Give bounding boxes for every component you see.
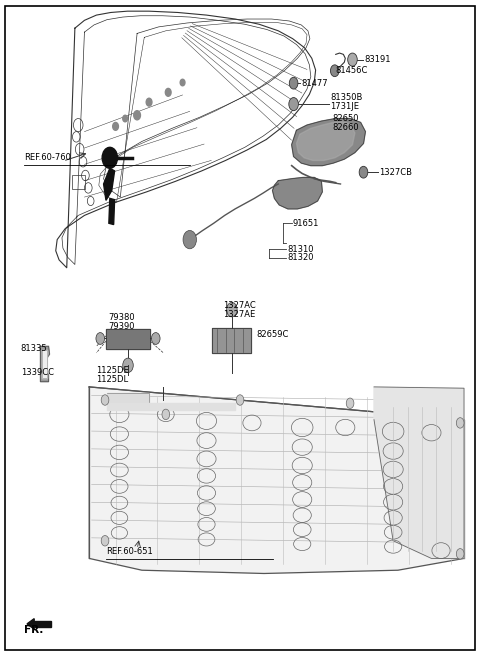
Circle shape [289,98,299,111]
Polygon shape [374,387,464,558]
Text: 1327CB: 1327CB [379,168,412,176]
Circle shape [102,148,118,169]
Text: 81477: 81477 [301,79,328,88]
Text: REF.60-651: REF.60-651 [106,547,153,556]
Text: 91651: 91651 [293,218,319,228]
Circle shape [101,535,109,546]
Circle shape [289,77,298,89]
Polygon shape [34,621,51,626]
Text: 1125DL: 1125DL [96,375,129,384]
Circle shape [456,418,464,428]
Circle shape [123,358,133,373]
Text: 1125DE: 1125DE [96,366,129,375]
Text: 79380: 79380 [108,313,135,322]
Text: 79390: 79390 [108,321,135,331]
Text: 82660: 82660 [332,123,359,133]
Text: 81456C: 81456C [336,66,368,75]
Text: 82659C: 82659C [257,330,289,339]
Circle shape [359,167,368,178]
Polygon shape [106,329,150,349]
Polygon shape [107,403,235,410]
Text: 83191: 83191 [364,55,391,64]
Circle shape [165,89,171,96]
Text: 1731JE: 1731JE [330,102,359,112]
Text: 82650: 82650 [332,114,359,123]
Text: FR.: FR. [24,625,43,636]
Circle shape [183,230,196,249]
Polygon shape [292,119,365,166]
Circle shape [180,79,185,86]
Polygon shape [42,350,47,378]
Circle shape [146,98,152,106]
Circle shape [123,115,128,122]
Polygon shape [212,328,252,353]
Circle shape [152,333,160,344]
Text: 81310: 81310 [287,245,313,254]
Circle shape [236,395,244,405]
Text: 1327AC: 1327AC [223,301,256,310]
Circle shape [456,548,464,559]
Polygon shape [297,122,355,161]
Polygon shape [273,177,323,209]
Circle shape [162,409,169,420]
Circle shape [101,395,109,405]
Text: 81335: 81335 [21,344,48,354]
Polygon shape [109,198,115,224]
Circle shape [330,65,339,77]
Text: 1339CC: 1339CC [21,368,54,377]
Text: 81350B: 81350B [330,93,362,102]
Circle shape [346,398,354,409]
Circle shape [113,123,119,131]
Polygon shape [107,394,149,403]
Polygon shape [40,346,49,382]
Circle shape [96,333,105,344]
Polygon shape [27,619,34,629]
Polygon shape [89,387,464,573]
Circle shape [134,111,141,120]
Circle shape [227,302,237,317]
Circle shape [348,53,357,66]
Text: REF.60-760: REF.60-760 [24,154,71,162]
Polygon shape [104,169,115,200]
Text: 81320: 81320 [287,253,313,262]
Text: 1327AE: 1327AE [223,310,255,319]
